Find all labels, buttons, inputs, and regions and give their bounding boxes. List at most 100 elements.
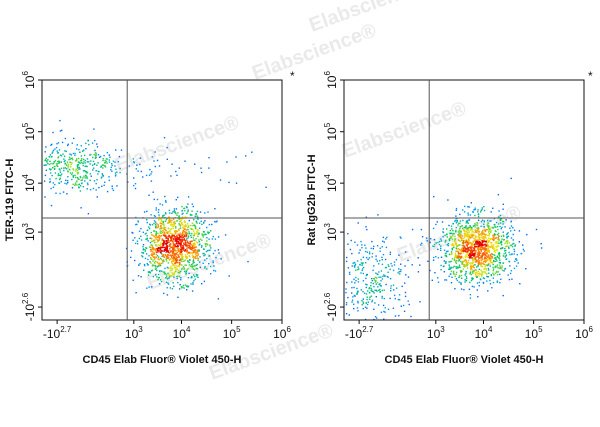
event-dot: [163, 273, 165, 275]
event-dot: [184, 160, 186, 162]
event-dot: [96, 179, 98, 181]
event-dot: [399, 236, 401, 238]
event-dot: [43, 164, 45, 166]
event-dot: [461, 235, 464, 237]
event-dot: [446, 251, 448, 253]
event-dot: [199, 266, 201, 269]
event-dot: [368, 287, 371, 289]
event-dot: [138, 230, 141, 232]
event-dot: [190, 276, 192, 279]
event-dot: [389, 251, 392, 253]
event-dot: [52, 149, 55, 151]
event-dot: [193, 239, 195, 242]
event-dot: [489, 228, 491, 230]
event-dot: [462, 265, 465, 267]
event-dot: [473, 243, 475, 246]
event-dot: [62, 191, 65, 193]
event-dot: [156, 245, 158, 247]
event-dot: [173, 271, 176, 273]
event-dot: [172, 250, 174, 252]
event-dot: [365, 262, 367, 264]
event-dot: [508, 242, 511, 244]
event-dot: [100, 165, 102, 167]
event-dot: [178, 216, 180, 218]
event-dot: [401, 285, 403, 288]
event-dot: [170, 235, 172, 237]
event-dot: [174, 236, 176, 238]
event-dot: [511, 278, 513, 280]
event-dot: [94, 154, 97, 156]
event-dot: [187, 241, 189, 244]
event-dot: [490, 238, 492, 240]
event-dot: [478, 251, 481, 253]
event-dot: [172, 255, 175, 257]
event-dot: [399, 273, 401, 275]
event-dot: [92, 167, 95, 169]
event-dot: [142, 246, 144, 248]
event-dot: [182, 286, 184, 288]
event-dot: [404, 265, 406, 267]
event-dot: [456, 259, 458, 262]
event-dot: [59, 177, 61, 179]
event-dot: [500, 244, 503, 246]
event-dot: [513, 267, 516, 270]
event-dot: [398, 254, 400, 256]
event-dot: [71, 142, 73, 144]
event-dot: [219, 179, 222, 181]
event-dot: [472, 254, 475, 257]
event-dot: [189, 240, 191, 243]
event-dot: [115, 174, 117, 176]
event-dot: [462, 257, 464, 259]
event-dot: [454, 220, 456, 222]
event-dot: [475, 231, 478, 234]
event-dot: [361, 244, 363, 246]
event-dot: [395, 259, 398, 261]
event-dot: [496, 249, 498, 252]
event-dot: [475, 230, 477, 232]
event-dot: [346, 281, 348, 284]
event-dot: [184, 209, 186, 212]
event-dot: [171, 219, 173, 221]
event-dot: [77, 183, 80, 186]
event-dot: [477, 248, 479, 250]
event-dot: [182, 227, 184, 229]
event-dot: [84, 177, 86, 179]
event-dot: [181, 233, 183, 235]
event-dot: [431, 279, 433, 281]
event-dot: [453, 258, 456, 260]
event-dot: [382, 275, 384, 278]
event-dot: [482, 277, 484, 279]
event-dot: [162, 253, 164, 256]
event-dot: [466, 221, 469, 223]
event-dot: [92, 169, 94, 171]
event-dot: [180, 240, 182, 242]
event-dot: [104, 181, 106, 183]
event-dot: [348, 271, 351, 274]
event-dot: [158, 249, 160, 252]
event-dot: [490, 246, 493, 248]
event-dot: [178, 234, 180, 236]
event-dot: [504, 256, 506, 258]
event-dot: [213, 269, 215, 272]
event-dot: [127, 181, 129, 183]
event-dot: [247, 260, 249, 263]
event-dot: [156, 222, 158, 225]
event-dot: [213, 265, 215, 267]
event-dot: [484, 246, 486, 248]
event-dot: [507, 245, 509, 247]
event-dot: [217, 298, 220, 300]
event-dot: [485, 255, 488, 257]
event-dot: [53, 168, 56, 170]
event-dot: [492, 263, 494, 266]
event-dot: [148, 194, 150, 196]
event-dot: [480, 209, 482, 212]
event-dot: [499, 225, 501, 228]
event-dot: [503, 253, 505, 255]
event-dot: [153, 198, 155, 201]
event-dot: [363, 292, 366, 294]
event-dot: [130, 250, 133, 252]
event-dot: [466, 245, 469, 248]
event-dot: [455, 215, 457, 217]
event-dot: [59, 171, 62, 173]
event-dot: [198, 261, 201, 263]
